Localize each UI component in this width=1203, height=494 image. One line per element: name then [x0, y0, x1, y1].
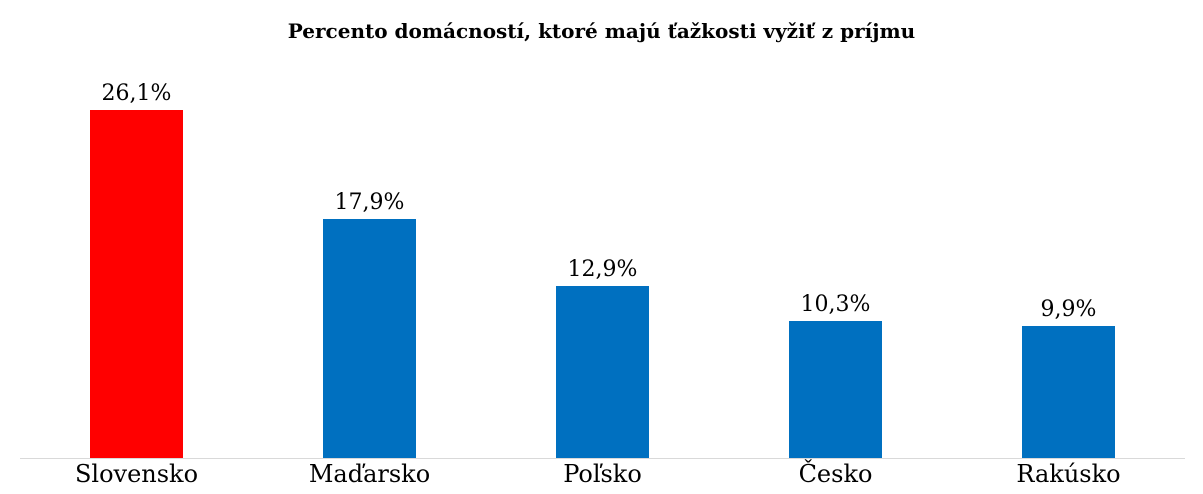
bar-poľsko [556, 286, 649, 458]
value-label-česko: 10,3% [800, 291, 871, 317]
x-axis-line [20, 458, 1185, 459]
value-label-rakúsko: 9,9% [1040, 296, 1097, 322]
bar-rakúsko [1022, 326, 1115, 458]
value-label-maďarsko: 17,9% [334, 189, 405, 215]
value-label-poľsko: 12,9% [567, 256, 638, 282]
category-label-poľsko: Poľsko [563, 460, 642, 488]
bar-česko [789, 321, 882, 458]
category-label-česko: Česko [798, 460, 873, 488]
value-label-slovensko: 26,1% [101, 80, 172, 106]
category-label-rakúsko: Rakúsko [1016, 460, 1121, 488]
bar-slovensko [90, 110, 183, 458]
bar-maďarsko [323, 219, 416, 458]
chart-title: Percento domácností, ktoré majú ťažkosti… [287, 19, 916, 43]
category-label-slovensko: Slovensko [74, 460, 199, 488]
category-label-maďarsko: Maďarsko [308, 460, 431, 488]
